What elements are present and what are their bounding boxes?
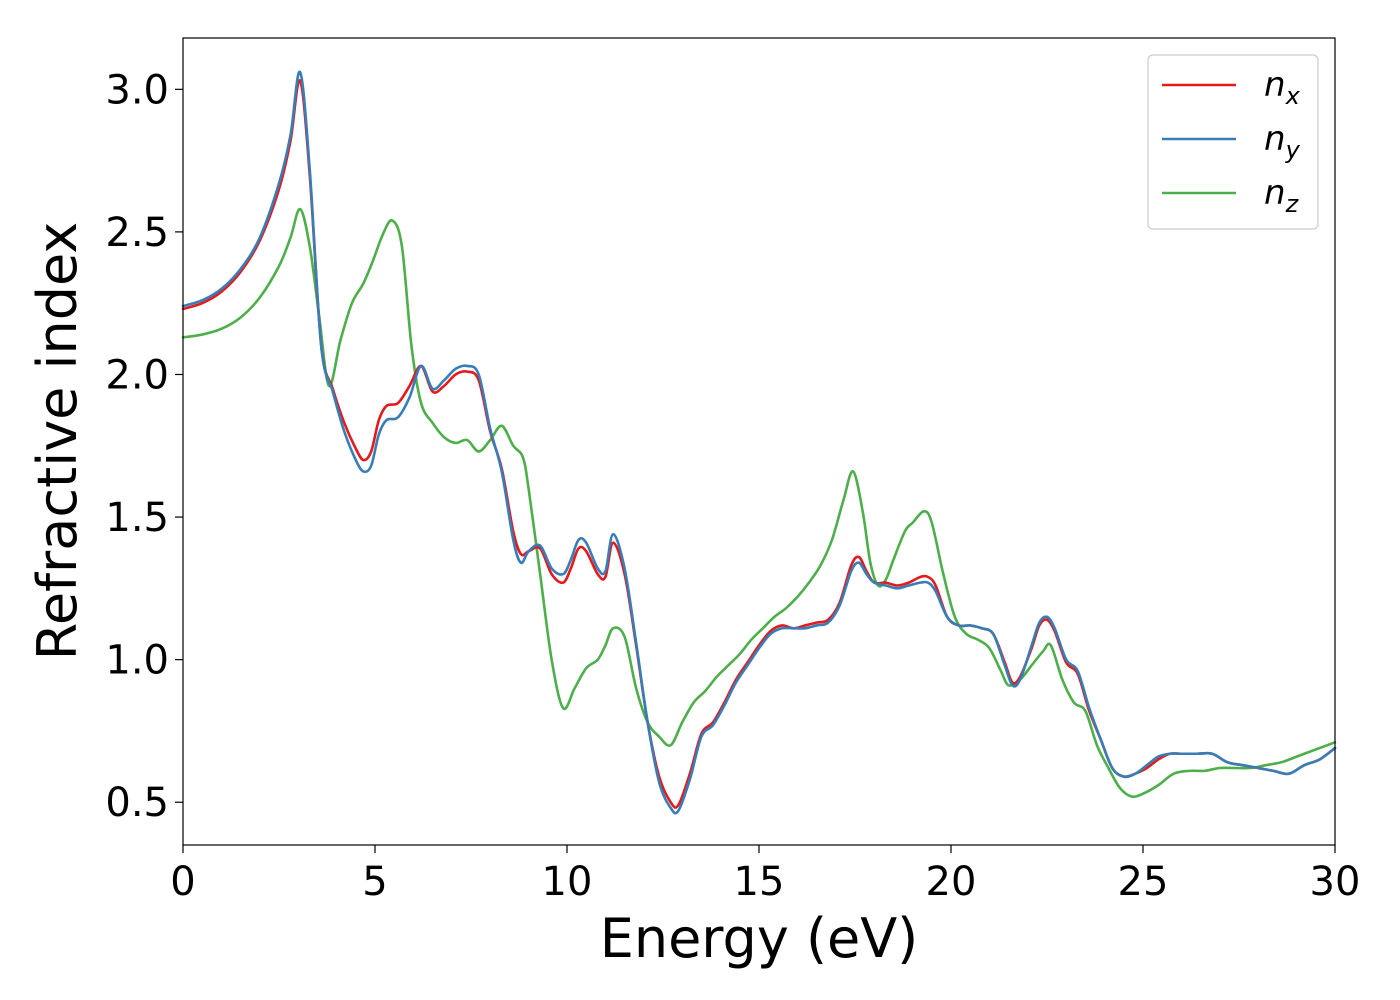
x-tick-label: 30 xyxy=(1310,859,1361,905)
x-tick-label: 5 xyxy=(362,859,387,905)
x-tick-label: 20 xyxy=(926,859,977,905)
legend-frame xyxy=(1147,54,1319,230)
y-axis-label: Refractive index xyxy=(26,222,89,661)
x-axis-label: Energy (eV) xyxy=(600,907,919,970)
x-tick-label: 10 xyxy=(542,859,593,905)
x-tick-label: 15 xyxy=(734,859,785,905)
x-tick-label: 25 xyxy=(1118,859,1169,905)
y-tick-label: 2.0 xyxy=(105,352,169,398)
y-tick-label: 1.0 xyxy=(105,638,169,684)
y-tick-label: 2.5 xyxy=(105,210,169,256)
y-tick-label: 3.0 xyxy=(105,67,169,113)
series-line-ny xyxy=(181,70,1337,815)
y-tick-label: 0.5 xyxy=(105,780,169,826)
series-layer xyxy=(181,70,1337,815)
series-line-nz xyxy=(181,207,1337,799)
y-axis: 0.5 1.0 1.5 2.0 2.5 3.0 xyxy=(105,67,183,826)
x-tick-label: 0 xyxy=(170,859,195,905)
x-axis: 0 5 10 15 20 25 30 xyxy=(170,845,1360,905)
y-tick-label: 1.5 xyxy=(105,495,169,541)
